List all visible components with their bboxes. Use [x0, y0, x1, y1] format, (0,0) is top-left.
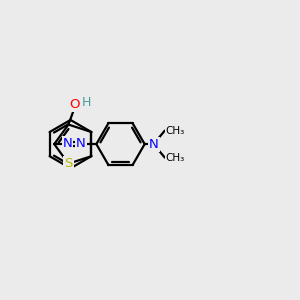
Text: S: S: [64, 157, 73, 170]
Text: CH₃: CH₃: [166, 126, 185, 136]
Text: N: N: [76, 137, 86, 150]
Text: CH₃: CH₃: [166, 153, 185, 163]
Text: N: N: [63, 137, 72, 150]
Text: N: N: [149, 138, 159, 151]
Text: O: O: [69, 98, 79, 111]
Text: H: H: [82, 96, 92, 109]
